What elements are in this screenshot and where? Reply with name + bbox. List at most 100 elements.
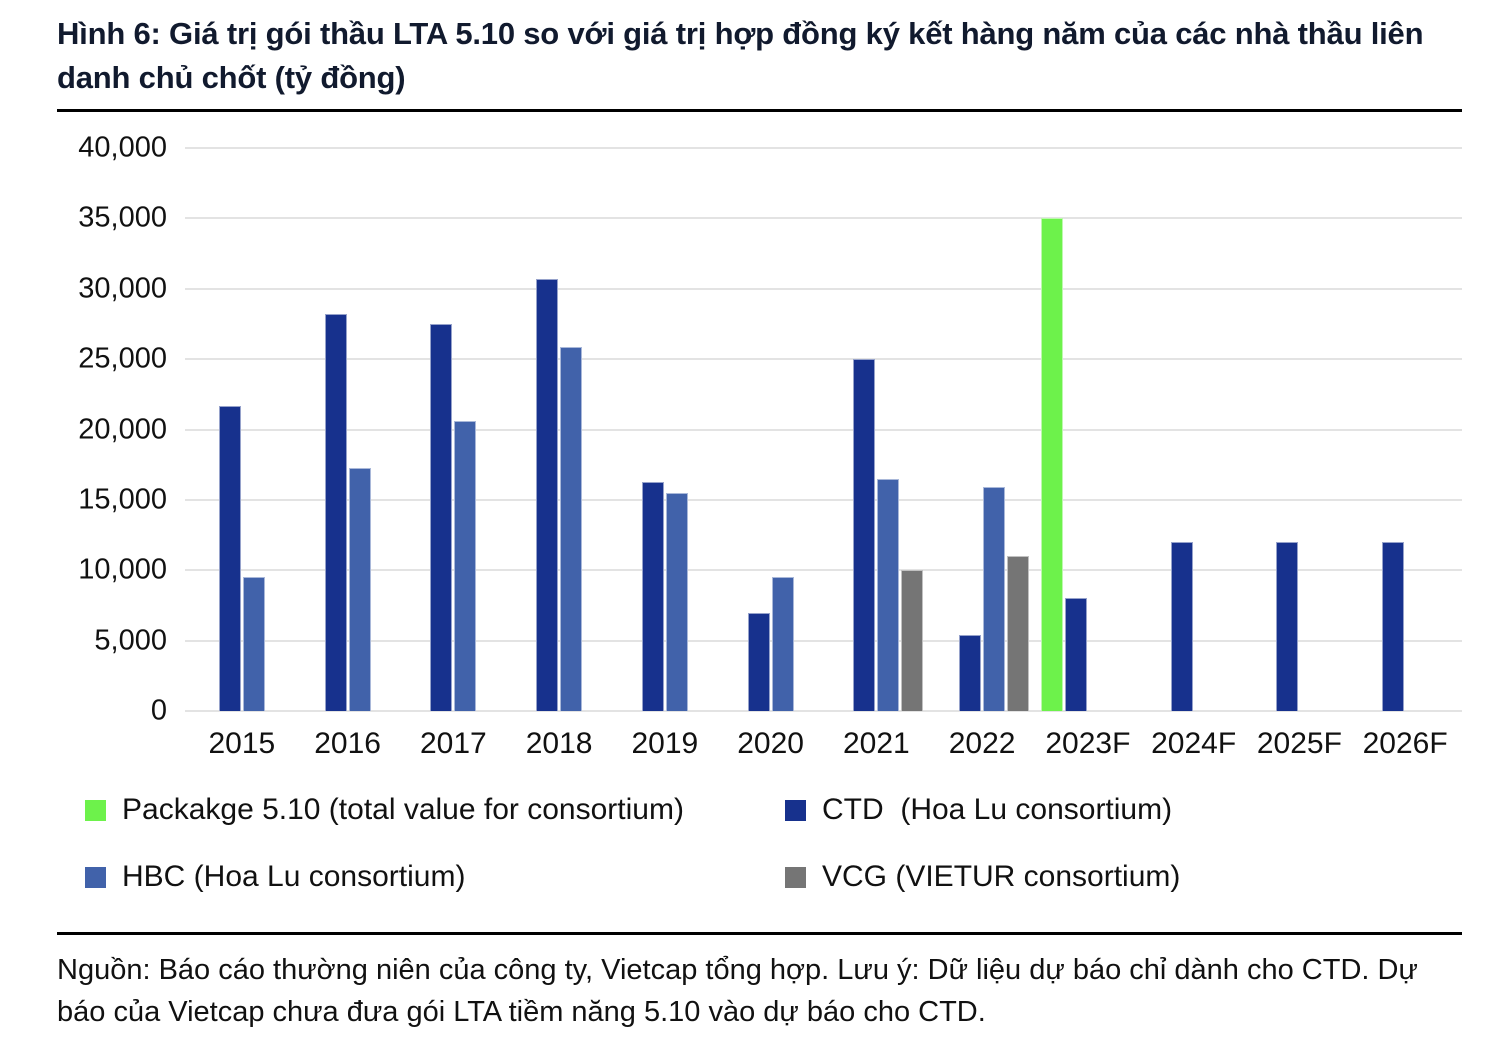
bar-slot — [583, 148, 607, 711]
x-tick-label-2017: 2017 — [420, 727, 487, 761]
gridline — [185, 287, 1462, 290]
bar-slot — [1088, 148, 1112, 711]
bar-slot — [242, 148, 266, 712]
bar-group-2015 — [194, 148, 290, 712]
legend-swatch-vcg — [785, 866, 806, 888]
bar-slot — [1112, 148, 1136, 711]
x-tick-label-2020: 2020 — [737, 727, 804, 761]
bar-slot — [617, 148, 641, 711]
y-tick-label: 15,000 — [78, 483, 167, 516]
bar-slot — [1299, 148, 1323, 711]
bar-slot — [1040, 148, 1064, 712]
bar-slot — [266, 148, 290, 711]
bar-slot — [1323, 148, 1347, 711]
x-tick-label-2015: 2015 — [208, 727, 276, 761]
legend-swatch-hbc — [85, 866, 106, 888]
bar-slot — [453, 148, 477, 712]
y-tick-label: 35,000 — [78, 201, 167, 234]
bar-slot — [958, 148, 982, 712]
y-tick-label: 10,000 — [78, 553, 167, 586]
bar-ctd-2021 — [853, 359, 876, 712]
gridline — [185, 569, 1462, 572]
source-note: Nguồn: Báo cáo thường niên của công ty, … — [57, 954, 1418, 1029]
bar-ctd-2020 — [747, 612, 770, 712]
bar-slot — [324, 148, 348, 712]
bar-slot — [1429, 148, 1453, 711]
bar-group-2021 — [828, 148, 924, 712]
bar-slot — [900, 148, 924, 712]
bar-group-2016 — [300, 148, 396, 712]
chart-legend: Packakge 5.10 (total value for consortiu… — [85, 793, 1462, 894]
bar-slot — [405, 148, 429, 711]
bar-slot — [828, 148, 852, 711]
bar-hbc-2021 — [877, 478, 900, 712]
bar-hbc-2015 — [242, 577, 265, 712]
bar-slot — [1064, 148, 1088, 712]
bar-slot — [934, 148, 958, 711]
chart-title: Hình 6: Giá trị gói thầu LTA 5.10 so với… — [57, 16, 1424, 96]
bar-slot — [852, 148, 876, 712]
bar-group-2017 — [405, 148, 501, 712]
bar-ctd-2016 — [324, 314, 347, 712]
bar-slot — [194, 148, 218, 711]
bar-ctd-2025F — [1276, 542, 1299, 712]
x-tick-label-2018: 2018 — [525, 727, 593, 761]
bar-slot — [665, 148, 689, 712]
bar-slot — [1170, 148, 1194, 712]
y-tick-label: 20,000 — [78, 413, 167, 446]
bar-slot — [747, 148, 771, 712]
legend-swatch-package-510 — [85, 799, 106, 821]
bar-slot — [1146, 148, 1170, 711]
bar-hbc-2022 — [983, 487, 1006, 712]
bar-group-2018 — [511, 148, 607, 712]
bar-slot — [511, 148, 535, 711]
gridline — [185, 710, 1462, 713]
bar-slot — [535, 148, 559, 712]
bar-group-2022 — [934, 148, 1030, 712]
x-tick-label-2025F: 2025F — [1256, 727, 1342, 761]
x-tick-label-2022: 2022 — [948, 727, 1016, 761]
x-tick-label-2021: 2021 — [843, 727, 910, 761]
x-axis: 2015 2016 2017 2018 2019 2020 2021 2022 2023F 202… — [185, 727, 1462, 761]
title-divider — [57, 109, 1462, 113]
footer-divider — [57, 932, 1462, 936]
bar-group-2026F — [1357, 148, 1453, 712]
gridline — [185, 498, 1462, 501]
bar-slot — [477, 148, 501, 711]
legend-item-vcg: VCG (VIETUR consortium) — [785, 860, 1462, 894]
bar-vcg-2022 — [1007, 556, 1030, 712]
y-tick-label: 25,000 — [78, 342, 167, 375]
bar-slot — [1275, 148, 1299, 712]
plot-outer: 2015 2016 2017 2018 2019 2020 2021 2022 2023F 202… — [185, 147, 1462, 761]
bar-hbc-2017 — [454, 421, 477, 712]
bar-slot — [795, 148, 819, 711]
bar-ctd-2019 — [641, 481, 664, 712]
bar-slot — [348, 148, 372, 712]
gridline — [185, 358, 1462, 361]
bar-slot — [876, 148, 900, 712]
x-tick-label-2026F: 2026F — [1362, 727, 1448, 761]
gridline — [185, 217, 1462, 220]
legend-swatch-ctd — [785, 799, 806, 821]
bar-group-2025F — [1251, 148, 1347, 712]
bar-hbc-2020 — [771, 577, 794, 712]
y-axis: 40,000 35,000 30,000 25,000 20,000 15,000 10,0… — [57, 132, 175, 727]
bar-ctd-2017 — [430, 323, 453, 712]
legend-item-package-510: Packakge 5.10 (total value for consortiu… — [85, 793, 785, 827]
bar-slot — [982, 148, 1006, 712]
bar-hbc-2019 — [665, 492, 688, 712]
bar-slot — [372, 148, 396, 711]
bar-slot — [1006, 148, 1030, 712]
bar-slot — [559, 148, 583, 712]
bar-hbc-2016 — [348, 467, 371, 712]
legend-item-hbc: HBC (Hoa Lu consortium) — [85, 860, 785, 894]
bar-ctd-2018 — [536, 278, 559, 712]
x-tick-label-2024F: 2024F — [1151, 727, 1237, 761]
x-tick-label-2016: 2016 — [314, 727, 381, 761]
bar-slot — [1381, 148, 1405, 712]
bar-vcg-2021 — [901, 570, 924, 712]
bar-ctd-2026F — [1382, 542, 1405, 712]
bar-slot — [1357, 148, 1381, 711]
bar-groups — [185, 148, 1462, 712]
